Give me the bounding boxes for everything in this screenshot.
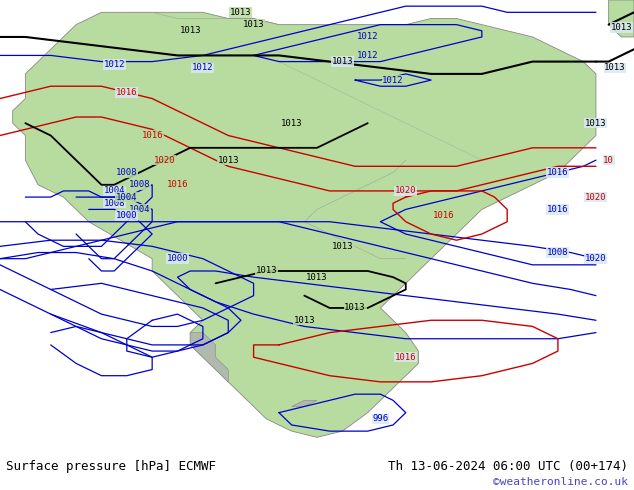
Text: 1013: 1013 (332, 57, 353, 66)
Text: 1008: 1008 (103, 199, 125, 208)
Text: 1013: 1013 (344, 303, 366, 313)
Text: 1013: 1013 (230, 8, 252, 17)
Text: 1016: 1016 (395, 353, 417, 362)
Text: 1013: 1013 (179, 26, 201, 35)
Text: 1008: 1008 (129, 180, 150, 189)
Polygon shape (292, 400, 317, 407)
Text: 1008: 1008 (547, 248, 569, 257)
Text: Surface pressure [hPa] ECMWF: Surface pressure [hPa] ECMWF (6, 460, 216, 473)
Text: 1012: 1012 (382, 75, 404, 85)
Text: 1013: 1013 (332, 242, 353, 251)
Text: 1008: 1008 (116, 168, 138, 177)
Text: Th 13-06-2024 06:00 UTC (00+174): Th 13-06-2024 06:00 UTC (00+174) (387, 460, 628, 473)
Text: 1020: 1020 (395, 186, 417, 196)
Text: ©weatheronline.co.uk: ©weatheronline.co.uk (493, 477, 628, 487)
Text: 1020: 1020 (154, 156, 176, 165)
Text: 1013: 1013 (217, 156, 239, 165)
Text: 1000: 1000 (167, 254, 188, 263)
Text: 1016: 1016 (167, 180, 188, 189)
Text: 1013: 1013 (306, 272, 328, 282)
Text: 1016: 1016 (141, 131, 163, 140)
Text: 1013: 1013 (256, 267, 277, 275)
Polygon shape (609, 0, 634, 37)
Text: 1000: 1000 (116, 211, 138, 220)
Text: 1012: 1012 (103, 60, 125, 69)
Text: 1020: 1020 (585, 193, 607, 201)
Text: 1012: 1012 (357, 51, 378, 60)
Text: 10: 10 (604, 156, 614, 165)
Text: 1012: 1012 (192, 63, 214, 72)
Polygon shape (190, 333, 228, 382)
Text: 1013: 1013 (604, 63, 626, 72)
Text: 1013: 1013 (585, 119, 607, 128)
Text: 1013: 1013 (243, 20, 264, 29)
Text: 1016: 1016 (547, 205, 569, 214)
Text: 1016: 1016 (433, 211, 455, 220)
Text: 1013: 1013 (281, 119, 302, 128)
Text: 1012: 1012 (357, 32, 378, 42)
Text: 996: 996 (372, 415, 389, 423)
Text: 1016: 1016 (547, 168, 569, 177)
Polygon shape (13, 12, 596, 437)
Text: 1013: 1013 (294, 316, 315, 325)
Text: 1020: 1020 (585, 254, 607, 263)
Text: 1013: 1013 (611, 23, 632, 32)
Text: 1004: 1004 (129, 205, 150, 214)
Text: 1004: 1004 (103, 186, 125, 196)
Text: 1004: 1004 (116, 193, 138, 201)
Text: 1016: 1016 (116, 88, 138, 97)
